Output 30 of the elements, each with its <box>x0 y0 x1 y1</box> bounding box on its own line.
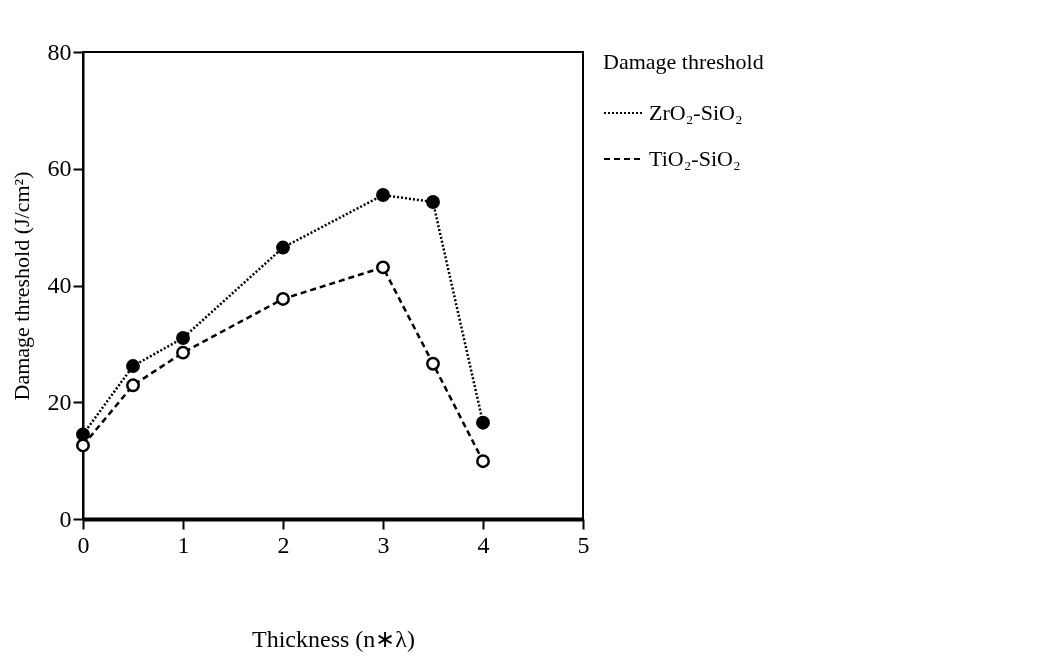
point <box>76 427 90 442</box>
point <box>276 240 290 255</box>
point <box>126 359 140 373</box>
y-tick-label: 80 <box>47 38 72 65</box>
point <box>426 356 440 371</box>
point <box>176 345 190 360</box>
point <box>276 291 290 306</box>
point <box>476 415 490 430</box>
x-tick-label: 3 <box>377 531 390 558</box>
x-tick-label: 2 <box>277 531 290 558</box>
point <box>376 188 390 202</box>
legend-label: ZrO₂-SiO₂ <box>649 100 743 125</box>
y-tick-label: 0 <box>59 505 72 532</box>
y-tick-label: 20 <box>47 388 72 415</box>
point <box>426 195 440 209</box>
point <box>376 260 390 275</box>
legend-label: TiO₂-SiO₂ <box>649 146 741 171</box>
x-tick-label: 5 <box>577 531 590 558</box>
x-tick-label: 4 <box>477 531 490 558</box>
y-axis-title: Damage threshold (J/cm²) <box>8 171 34 401</box>
point <box>76 438 90 453</box>
y-tick-label: 60 <box>47 155 72 182</box>
x-tick-label: 1 <box>177 531 190 558</box>
y-tick-label: 40 <box>47 272 72 298</box>
point <box>476 454 490 469</box>
point <box>126 378 140 393</box>
x-tick-label: 0 <box>77 531 90 558</box>
x-axis-title: Thickness (n∗λ) <box>252 625 415 652</box>
point <box>176 331 190 345</box>
legend-title: Damage threshold <box>603 49 764 74</box>
